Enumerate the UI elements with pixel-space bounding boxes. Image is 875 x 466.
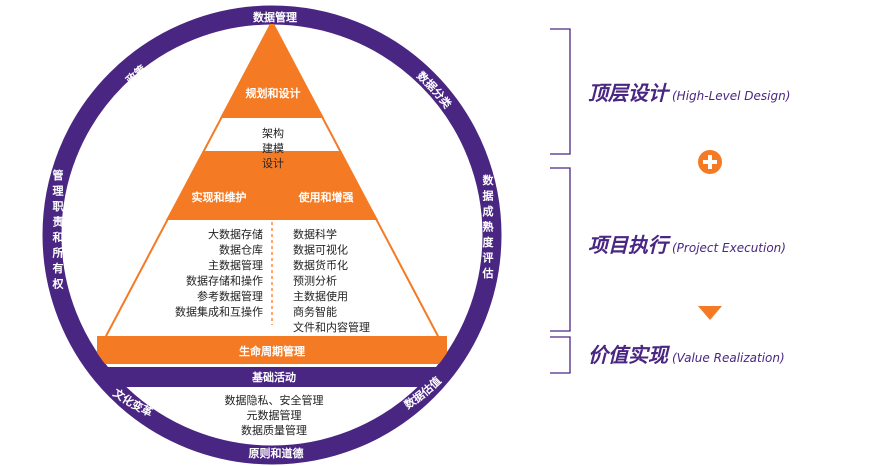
bracket-value bbox=[550, 336, 571, 374]
list-item: 主数据使用 bbox=[293, 289, 348, 303]
list-item: 数据仓库 bbox=[219, 243, 263, 257]
list-item: 数据存储和操作 bbox=[186, 274, 263, 288]
vertical-char: 度 bbox=[483, 235, 495, 249]
lifecycle-label: 生命周期管理 bbox=[239, 344, 305, 358]
list-item: 商务智能 bbox=[293, 305, 337, 319]
middle-band bbox=[166, 151, 378, 220]
list-item: 建模 bbox=[262, 141, 284, 155]
vertical-char: 所 bbox=[53, 246, 64, 260]
left-band-label: 实现和维护 bbox=[192, 190, 247, 204]
list-item: 大数据存储 bbox=[208, 227, 263, 241]
ring-label-top: 数据管理 bbox=[253, 10, 297, 24]
list-item: 数据质量管理 bbox=[241, 423, 307, 437]
foundation-band bbox=[61, 367, 483, 387]
apex-label: 规划和设计 bbox=[246, 86, 301, 100]
list-item: 数据货币化 bbox=[293, 258, 348, 272]
apex-block bbox=[220, 24, 324, 118]
vertical-char: 估 bbox=[482, 266, 494, 280]
vertical-char: 管 bbox=[53, 168, 64, 182]
vertical-char: 理 bbox=[53, 185, 64, 198]
vertical-char: 权 bbox=[52, 277, 65, 291]
stage-value: 价值实现 (Value Realization) bbox=[588, 343, 785, 367]
ring-label-bottom: 原则和道德 bbox=[249, 446, 304, 460]
vertical-char: 和 bbox=[53, 230, 64, 244]
down-triangle-icon bbox=[698, 306, 722, 320]
list-item: 数据科学 bbox=[293, 227, 337, 241]
foundation-label: 基础活动 bbox=[251, 370, 296, 384]
list-item: 预测分析 bbox=[293, 274, 337, 288]
outer-ring bbox=[42, 5, 502, 465]
right-band-label: 使用和增强 bbox=[298, 190, 354, 204]
vertical-char: 有 bbox=[53, 261, 64, 275]
vertical-char: 职 bbox=[53, 200, 64, 213]
plus-circle-icon bbox=[698, 150, 722, 174]
list-item: 数据可视化 bbox=[293, 243, 348, 257]
list-item: 数据集成和互操作 bbox=[175, 305, 263, 319]
list-item: 设计 bbox=[262, 157, 284, 170]
bracket-high-level bbox=[550, 28, 571, 155]
vertical-char: 评 bbox=[483, 252, 494, 265]
vertical-char: 数 bbox=[483, 173, 495, 187]
list-item: 数据隐私、安全管理 bbox=[225, 393, 324, 407]
list-item: 文件和内容管理 bbox=[293, 320, 370, 334]
vertical-char: 熟 bbox=[483, 220, 494, 234]
stage-high-level: 顶层设计 (High-Level Design) bbox=[588, 81, 790, 105]
list-item: 主数据管理 bbox=[208, 258, 263, 272]
vertical-char: 成 bbox=[483, 204, 494, 218]
bracket-execution bbox=[550, 167, 571, 332]
stage-execution: 项目执行 (Project Execution) bbox=[588, 233, 786, 257]
list-item: 参考数据管理 bbox=[197, 289, 263, 303]
vertical-char: 责 bbox=[53, 215, 64, 229]
list-item: 元数据管理 bbox=[247, 408, 302, 422]
vertical-char: 据 bbox=[483, 189, 494, 203]
list-item: 架构 bbox=[262, 126, 284, 140]
lifecycle-band bbox=[97, 336, 447, 364]
